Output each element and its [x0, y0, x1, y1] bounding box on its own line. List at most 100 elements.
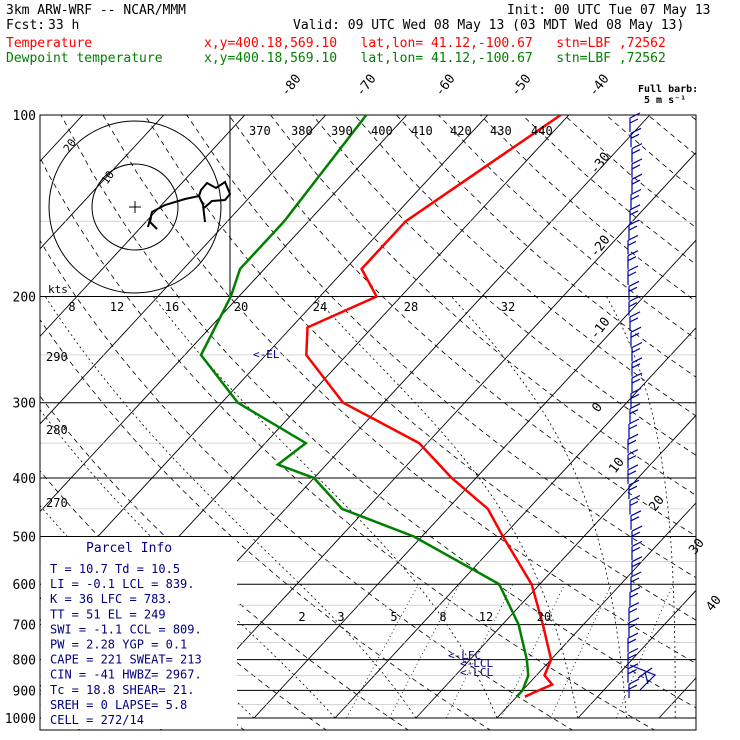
parcel-info-row: TT = 51 EL = 249: [50, 607, 166, 621]
wind-barb: [627, 234, 639, 255]
theta-label: 390: [331, 124, 353, 138]
pressure-label: 200: [13, 291, 36, 306]
theta-label: 400: [371, 124, 393, 138]
dry-adiabat-line: [40, 318, 491, 730]
parcel-info-row: T = 10.7 Td = 10.5: [50, 562, 180, 576]
wind-barb: [627, 632, 639, 653]
temperature-location-line: x,y=400.18,569.10 lat,lon= 41.12,-100.67…: [204, 36, 666, 51]
wind-barb: [629, 403, 641, 423]
hodograph-speed-tick: 32: [501, 300, 515, 314]
wind-barb: [630, 387, 642, 408]
isotherm-line: [415, 414, 696, 719]
isotherm-line: [40, 115, 165, 250]
parcel-info-panel: [41, 537, 237, 729]
isotherm-line: [658, 677, 696, 719]
isotherm-line: [334, 327, 696, 719]
wind-barb: [631, 357, 643, 377]
dry-adiabat-line: [144, 115, 696, 621]
theta-label: 440: [531, 124, 553, 138]
dewpoint-legend-label: Dewpoint temperature: [6, 51, 163, 66]
dry-adiabat-line: [40, 239, 574, 730]
isotherm-label: -60: [432, 72, 458, 100]
dry-adiabat-line: [228, 115, 696, 537]
parcel-info-row: Tc = 18.8 SHEAR= 21.: [50, 683, 195, 697]
isotherm-label: 20: [646, 493, 667, 515]
isotherm-line: [253, 239, 696, 719]
mixing-ratio-label: 2: [298, 610, 305, 624]
dewpoint-location-line: x,y=400.18,569.10 lat,lon= 41.12,-100.67…: [204, 51, 666, 66]
wind-barb: [631, 158, 643, 178]
wind-barb: [630, 326, 642, 347]
dry-adiabat-line: [312, 115, 696, 456]
pressure-label: 600: [13, 578, 36, 593]
theta-label: 420: [450, 124, 472, 138]
wind-barb: [630, 188, 642, 209]
parcel-marker-lcl: <-LCL: [460, 666, 493, 679]
mixing-ratio-line: [550, 584, 612, 719]
dry-adiabat-line: [647, 115, 696, 156]
temperature-legend-label: Temperature: [6, 36, 93, 51]
hodograph-speed-tick: 28: [404, 300, 418, 314]
hodograph-trace: [147, 180, 232, 230]
wind-barb: [628, 418, 640, 438]
moist-adiabat-line: [44, 296, 417, 719]
isotherm-label: -40: [586, 72, 612, 100]
dry-adiabat-line: [354, 115, 696, 417]
mixing-ratio-label: 8: [439, 610, 446, 624]
isotherm-label: -50: [508, 72, 534, 100]
moist-adiabat-line: [606, 296, 676, 718]
dry-adiabat-line: [605, 115, 696, 192]
pressure-label: 400: [13, 472, 36, 487]
parcel-info-row: SWI = -1.1 CCL = 809.: [50, 622, 202, 636]
hodograph-unit: kts: [48, 283, 68, 296]
plot-frame: [39, 114, 697, 731]
wind-barb: [629, 204, 641, 224]
isotherm-label: -10: [587, 315, 613, 343]
theta-label: 280: [46, 423, 68, 437]
wind-barb: [627, 464, 639, 484]
isotherm-label: 40: [703, 593, 724, 615]
parcel-info-row: CELL = 272/14: [50, 713, 144, 727]
parcel-info-title: Parcel Info: [86, 541, 172, 556]
parcel-info-row: LI = -0.1 LCL = 839.: [50, 577, 195, 591]
hodograph-speed-tick: 16: [165, 300, 179, 314]
mixing-ratio-label: 3: [337, 610, 344, 624]
wind-barb: [630, 127, 642, 148]
dry-adiabat-line: [40, 156, 656, 730]
wind-barb: [629, 112, 641, 132]
wind-barb: [628, 280, 640, 301]
wind-barb: [628, 219, 640, 240]
temperature-profile: [305, 115, 562, 698]
mixing-ratio-line: [389, 584, 460, 719]
pressure-label: 1000: [5, 712, 36, 727]
wind-barb: [631, 341, 643, 362]
init-time: Init: 00 UTC Tue 07 May 13: [507, 3, 711, 18]
dry-adiabat-line: [40, 395, 409, 730]
dry-adiabat-line: [689, 115, 696, 121]
pressure-label: 100: [13, 109, 36, 124]
isotherm-label: -80: [278, 72, 304, 100]
pressure-label: 700: [13, 619, 36, 634]
mixing-ratio-line: [346, 584, 419, 719]
wind-barb: [627, 647, 639, 668]
wind-barb: [628, 479, 640, 500]
dry-adiabat-line: [40, 470, 327, 730]
theta-label: 270: [46, 496, 68, 510]
wind-barb: [631, 143, 643, 163]
wind-barb: [628, 617, 640, 637]
barb-legend-value: 5 m s⁻¹: [644, 95, 687, 106]
wind-barb: [628, 602, 640, 622]
barb-legend-title: Full barb:: [638, 84, 699, 95]
model-title: 3km ARW-WRF -- NCAR/MMM: [6, 3, 187, 18]
wind-barb: [627, 265, 639, 285]
wind-barb: [631, 525, 643, 546]
forecast-hours: 33 h: [48, 18, 80, 33]
theta-label: 370: [249, 124, 271, 138]
wind-barb: [630, 510, 642, 530]
theta-label: 290: [46, 350, 68, 364]
isotherm-label: -30: [587, 150, 613, 178]
wind-barb: [629, 494, 641, 515]
wind-barb: [627, 250, 639, 270]
pressure-label: 500: [13, 530, 36, 545]
